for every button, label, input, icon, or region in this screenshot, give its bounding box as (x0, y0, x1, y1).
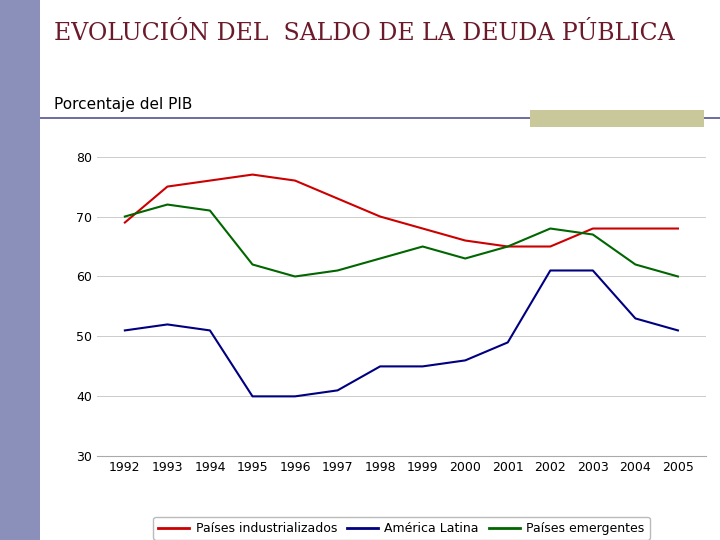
Legend: Países industrializados, América Latina, Países emergentes: Países industrializados, América Latina,… (153, 517, 649, 540)
Text: EVOLUCIÓN DEL  SALDO DE LA DEUDA PÚBLICA: EVOLUCIÓN DEL SALDO DE LA DEUDA PÚBLICA (54, 22, 675, 45)
Text: Porcentaje del PIB: Porcentaje del PIB (54, 97, 192, 112)
